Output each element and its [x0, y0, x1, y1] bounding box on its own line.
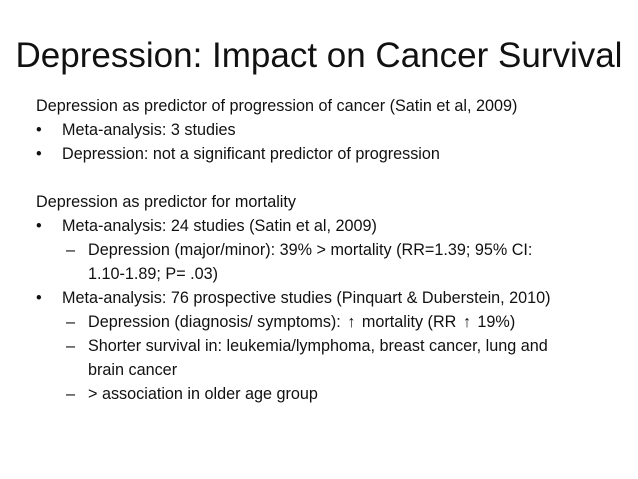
- dash-icon: –: [66, 313, 76, 331]
- bullet-item: • Meta-analysis: 3 studies: [36, 118, 626, 142]
- section-progression-heading: Depression as predictor of progression o…: [36, 97, 518, 115]
- bullet-icon: •: [36, 145, 42, 163]
- sub-bullet-text-part: 19%): [477, 313, 516, 331]
- bullet-text: Meta-analysis: 3 studies: [62, 121, 236, 139]
- sub-bullet-text-part: mortality (RR: [361, 313, 457, 331]
- sub-bullet-text: > association in older age group: [88, 385, 318, 403]
- sub-bullet-text-part: Depression (diagnosis/ symptoms):: [88, 313, 341, 331]
- sub-bullet-item: – > association in older age group: [36, 382, 626, 406]
- slide-title: Depression: Impact on Cancer Survival: [15, 36, 623, 75]
- dash-icon: –: [66, 241, 76, 259]
- bullet-text: Meta-analysis: 24 studies (Satin et al, …: [62, 217, 377, 235]
- sub-bullet-text: Shorter survival in: leukemia/lymphoma, …: [88, 337, 548, 355]
- up-arrow-icon: ↑: [347, 313, 356, 331]
- slide-body: Depression as predictor of progression o…: [36, 94, 626, 406]
- sub-bullet-text-continued: brain cancer: [88, 361, 178, 379]
- bullet-text: Depression: not a significant predictor …: [62, 145, 440, 163]
- bullet-item: • Depression: not a significant predicto…: [36, 142, 626, 166]
- bullet-icon: •: [36, 289, 42, 307]
- dash-icon: –: [66, 385, 76, 403]
- sub-bullet-item: – Depression (major/minor): 39% > mortal…: [36, 238, 626, 286]
- up-arrow-icon: ↑: [462, 313, 471, 331]
- bullet-icon: •: [36, 121, 42, 139]
- section-mortality-heading: Depression as predictor for mortality: [36, 193, 296, 211]
- bullet-item: • Meta-analysis: 76 prospective studies …: [36, 286, 626, 310]
- bullet-text: Meta-analysis: 76 prospective studies (P…: [62, 289, 551, 307]
- dash-icon: –: [66, 337, 76, 355]
- sub-bullet-item: – Shorter survival in: leukemia/lymphoma…: [36, 334, 626, 382]
- sub-bullet-text-continued: 1.10-1.89; P= .03): [88, 265, 219, 283]
- bullet-item: • Meta-analysis: 24 studies (Satin et al…: [36, 214, 626, 238]
- bullet-icon: •: [36, 217, 42, 235]
- spacer: [36, 166, 626, 190]
- sub-bullet-text: Depression (major/minor): 39% > mortalit…: [88, 241, 533, 259]
- sub-bullet-item: – Depression (diagnosis/ symptoms): ↑ mo…: [36, 310, 626, 334]
